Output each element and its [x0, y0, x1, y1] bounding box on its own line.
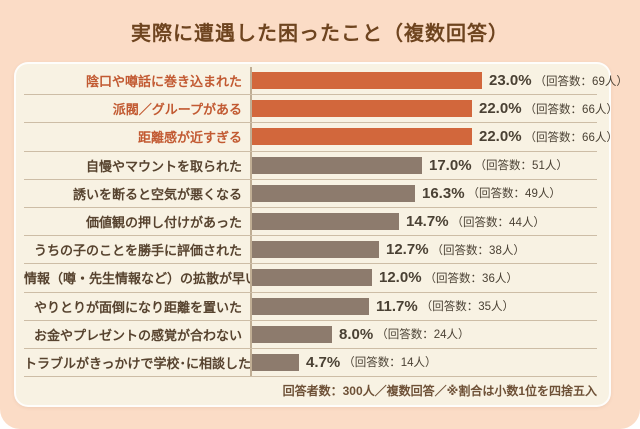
chart-row: 派閥／グループがある 22.0% （回答数：66人）	[24, 95, 618, 124]
chart-card: 陰口や噂話に巻き込まれた 23.0% （回答数：69人） 派閥／グループがある …	[14, 62, 628, 407]
respondent-count: （回答数：24人）	[376, 329, 470, 342]
chart-row: トラブルがきっかけで学校･に相談した 4.7% （回答数：14人）	[24, 348, 597, 378]
value-bar	[252, 184, 415, 202]
percent-value: 14.7%	[406, 213, 449, 231]
category-label: 情報（噂・先生情報など）の拡散が早い	[24, 271, 259, 287]
percent-value: 22.0%	[479, 128, 522, 146]
category-label: うちの子のことを勝手に評価された	[33, 243, 242, 259]
value-bar	[252, 325, 332, 343]
value-bar	[252, 128, 472, 146]
bar-area: 8.0% （回答数：24人）	[250, 320, 597, 348]
chart-rows: 陰口や噂話に巻き込まれた 23.0% （回答数：69人） 派閥／グループがある …	[16, 67, 628, 378]
value-bar	[252, 269, 372, 287]
value-bar	[252, 213, 399, 231]
percent-value: 11.7%	[376, 297, 418, 315]
chart-row: 情報（噂・先生情報など）の拡散が早い 12.0% （回答数：36人）	[24, 264, 597, 293]
bar-area: 12.7% （回答数：38人）	[250, 236, 597, 264]
respondent-count: （回答数：51人）	[474, 160, 568, 173]
bar-area: 22.0% （回答数：66人）	[250, 123, 618, 151]
respondent-count: （回答数：66人）	[524, 131, 618, 144]
value-bar	[252, 156, 422, 174]
respondent-count: （回答数：49人）	[467, 188, 561, 201]
bar-area: 22.0% （回答数：66人）	[250, 95, 618, 123]
percent-value: 4.7%	[306, 353, 341, 371]
bar-area: 23.0% （回答数：69人）	[250, 67, 628, 95]
bar-area: 17.0% （回答数：51人）	[250, 151, 597, 179]
percent-value: 22.0%	[479, 100, 522, 118]
percent-value: 12.0%	[379, 269, 422, 287]
chart-row: やりとりが面倒になり距離を置いた 11.7% （回答数：35人）	[24, 292, 597, 321]
chart-row: 自慢やマウントを取られた 17.0% （回答数：51人）	[24, 151, 597, 180]
value-bar	[252, 353, 299, 371]
chart-row: お金やプレゼントの感覚が合わない 8.0% （回答数：24人）	[24, 320, 597, 349]
chart-row: うちの子のことを勝手に評価された 12.7% （回答数：38人）	[24, 236, 597, 265]
respondent-count: （回答数：44人）	[451, 216, 545, 229]
percent-value: 17.0%	[429, 156, 472, 174]
category-label: 誘いを断ると空気が悪くなる	[72, 186, 242, 202]
value-bar	[252, 100, 472, 118]
category-label: 自慢やマウントを取られた	[85, 158, 242, 174]
category-label: お金やプレゼントの感覚が合わない	[33, 327, 242, 343]
respondent-count: （回答数：35人）	[420, 301, 515, 314]
bar-area: 16.3% （回答数：49人）	[250, 179, 597, 207]
chart-row: 距離感が近すぎる 22.0% （回答数：66人）	[24, 123, 618, 152]
category-label: 陰口や噂話に巻き込まれた	[85, 74, 242, 90]
bar-area: 12.0% （回答数：36人）	[250, 264, 597, 292]
category-label: やりとりが面倒になり距離を置いた	[33, 299, 242, 315]
category-label: 距離感が近すぎる	[137, 130, 242, 146]
percent-value: 8.0%	[339, 325, 374, 343]
value-bar	[252, 241, 379, 259]
value-bar	[252, 72, 482, 90]
respondent-count: （回答数：36人）	[424, 272, 518, 285]
value-bar	[252, 297, 369, 315]
respondent-count: （回答数：14人）	[343, 357, 437, 370]
respondent-count: （回答数：66人）	[524, 103, 618, 116]
bar-area: 4.7% （回答数：14人）	[250, 348, 597, 377]
percent-value: 23.0%	[489, 72, 532, 90]
bar-area: 11.7% （回答数：35人）	[250, 292, 597, 320]
category-label: 価値観の押し付けがあった	[85, 215, 242, 231]
chart-title: 実際に遭遇した困ったこと（複数回答）	[131, 22, 509, 45]
chart-row: 誘いを断ると空気が悪くなる 16.3% （回答数：49人）	[24, 179, 597, 208]
percent-value: 12.7%	[386, 241, 429, 259]
chart-footnote: 回答者数：300人／複数回答／※割合は小数1位を四捨五入	[282, 383, 597, 398]
percent-value: 16.3%	[422, 184, 465, 202]
respondent-count: （回答数：69人）	[534, 75, 628, 88]
bar-area: 14.7% （回答数：44人）	[250, 207, 597, 236]
chart-row: 陰口や噂話に巻き込まれた 23.0% （回答数：69人）	[24, 67, 628, 96]
category-label: 派閥／グループがある	[112, 102, 242, 118]
chart-row: 価値観の押し付けがあった 14.7% （回答数：44人）	[24, 207, 597, 237]
respondent-count: （回答数：38人）	[431, 244, 525, 257]
category-label: トラブルがきっかけで学校･に相談した	[24, 355, 251, 371]
